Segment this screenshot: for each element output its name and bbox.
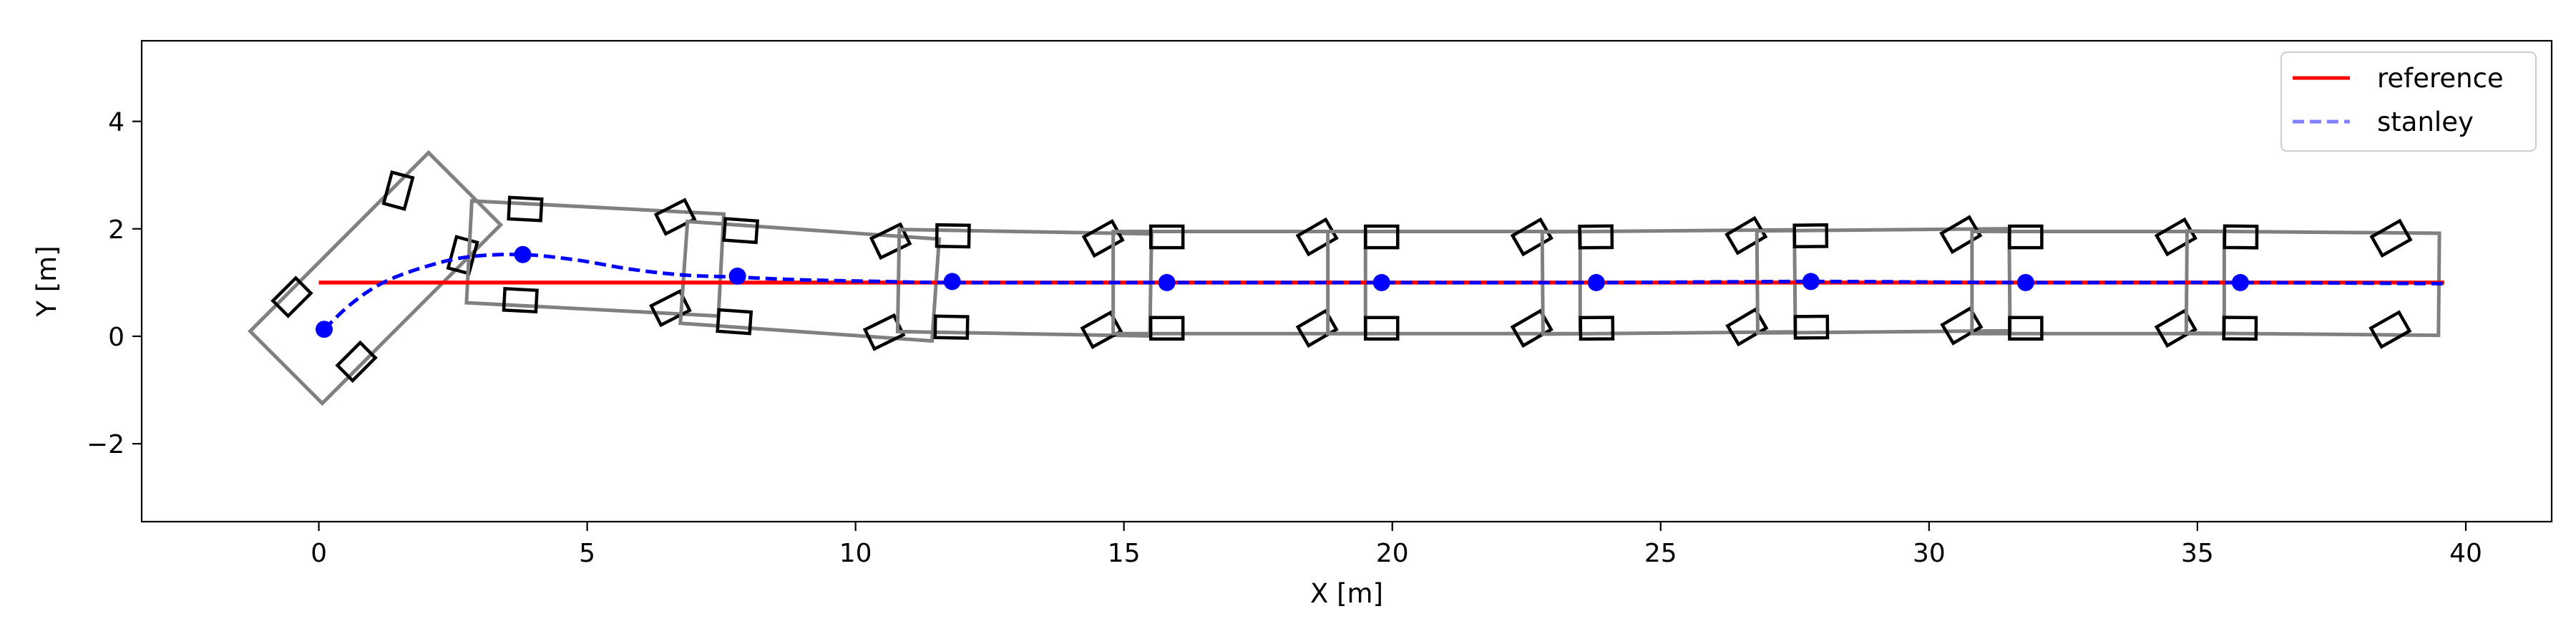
- pose-point: [2231, 273, 2249, 291]
- x-tick-label: 40: [2449, 539, 2482, 568]
- y-axis-label: Y [m]: [31, 245, 62, 317]
- vehicle-pose-0: [248, 150, 504, 406]
- pose-point: [2016, 273, 2034, 291]
- vehicle-body-outline: [678, 219, 942, 343]
- y-tick-label: 2: [108, 215, 125, 245]
- pose-point: [943, 273, 961, 291]
- vehicle-wheel: [2223, 224, 2259, 250]
- pose-point: [728, 267, 746, 285]
- vehicle-wheel: [2154, 308, 2197, 348]
- vehicle-wheel: [1364, 316, 1400, 341]
- vehicle-wheel: [1364, 224, 1400, 250]
- legend: reference stanley: [2280, 52, 2537, 152]
- vehicle-wheel: [1148, 316, 1185, 341]
- vehicle-wheel: [1579, 316, 1615, 341]
- y-axis-ticks: −2 0 2 4: [87, 108, 142, 459]
- vehicle-wheel: [1295, 217, 1339, 257]
- vehicle-wheel: [502, 287, 539, 314]
- vehicle-wheel: [1081, 219, 1125, 258]
- x-tick-label: 5: [579, 539, 595, 568]
- x-tick-label: 30: [1913, 539, 1946, 568]
- pose-point: [1372, 273, 1390, 291]
- y-tick-label: −2: [87, 430, 125, 459]
- vehicle-wheel: [335, 340, 378, 384]
- vehicle-wheel: [2008, 316, 2044, 341]
- vehicle-body-outline: [248, 150, 504, 406]
- vehicle-wheel: [1939, 215, 1983, 255]
- vehicle-wheel: [1510, 308, 1553, 348]
- vehicle-wheel: [1940, 306, 1984, 346]
- vehicle-body-outline: [2184, 229, 2441, 338]
- vehicle-wheel: [1148, 224, 1185, 250]
- vehicle-wheel: [381, 170, 415, 211]
- vehicle-poses: [248, 150, 2441, 406]
- x-tick-label: 25: [1644, 539, 1677, 568]
- vehicle-body-outline: [464, 199, 726, 318]
- pose-point: [1802, 273, 1820, 291]
- legend-label-stanley: stanley: [2377, 107, 2474, 137]
- plot-frame: [140, 39, 2553, 523]
- vehicle-wheel: [722, 217, 760, 245]
- x-tick-label: 20: [1376, 539, 1409, 568]
- vehicle-wheel: [1793, 314, 1830, 340]
- vehicle-wheel: [716, 308, 753, 336]
- x-tick-label: 35: [2181, 539, 2214, 568]
- vehicle-wheel: [1725, 307, 1769, 347]
- vehicle-pose-9: [2184, 218, 2441, 349]
- pose-point: [1587, 273, 1605, 291]
- vehicle-wheel: [2154, 217, 2197, 257]
- x-tick-label: 10: [839, 539, 872, 568]
- x-tick-label: 0: [311, 539, 327, 568]
- y-tick-label: 0: [108, 323, 125, 352]
- pose-point: [316, 321, 333, 338]
- vehicle-wheel: [862, 313, 906, 351]
- vehicle-wheel: [1080, 310, 1123, 349]
- vehicle-wheel: [1724, 215, 1768, 255]
- pose-point: [514, 245, 532, 263]
- vehicle-wheel: [2222, 316, 2258, 341]
- vehicle-wheel: [2008, 224, 2044, 250]
- series-line-stanley: [323, 253, 2445, 331]
- vehicle-wheel: [1792, 223, 1829, 249]
- pose-point: [1158, 273, 1176, 291]
- vehicle-wheel: [270, 275, 313, 318]
- vehicle-wheel: [1578, 224, 1614, 250]
- pose-points: [316, 245, 2249, 338]
- vehicle-wheel: [2369, 218, 2413, 258]
- vehicle-wheel: [935, 223, 971, 249]
- vehicle-wheel: [507, 195, 544, 223]
- vehicle-wheel: [653, 197, 697, 236]
- vehicle-wheel: [446, 235, 479, 276]
- y-tick-label: 4: [108, 108, 125, 137]
- vehicle-wheel: [933, 314, 970, 340]
- vehicle-wheel: [1295, 308, 1339, 348]
- x-axis-label: X [m]: [1310, 578, 1383, 609]
- legend-label-reference: reference: [2377, 63, 2504, 94]
- vehicle-wheel: [2368, 310, 2412, 349]
- vehicle-wheel: [1510, 217, 1553, 257]
- x-axis-ticks: 0 5 10 15 20 25 30 35 40: [311, 522, 2482, 568]
- x-tick-label: 15: [1108, 539, 1141, 568]
